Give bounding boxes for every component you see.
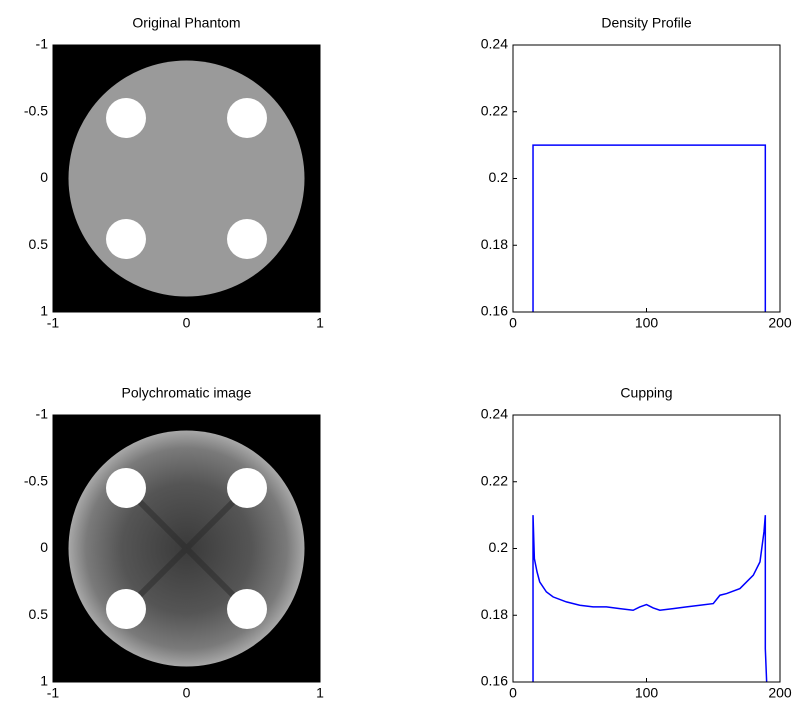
polychromatic-image bbox=[53, 415, 320, 682]
y-tick-label: -1 bbox=[36, 406, 49, 422]
y-tick-label: 0.2 bbox=[489, 539, 509, 555]
y-tick-label: 0.24 bbox=[481, 406, 508, 422]
y-tick-label: 0.5 bbox=[29, 606, 49, 622]
y-tick-label: -0.5 bbox=[24, 102, 48, 118]
y-tick-label: 0.24 bbox=[481, 36, 508, 52]
subplot-title: Polychromatic image bbox=[122, 385, 252, 401]
y-tick-label: 0.16 bbox=[481, 673, 508, 689]
y-tick-label: 0.18 bbox=[481, 236, 508, 252]
axes-frame bbox=[513, 45, 780, 312]
y-tick-label: 0 bbox=[40, 169, 48, 185]
subplot-title: Density Profile bbox=[601, 15, 691, 31]
y-tick-label: 0 bbox=[40, 539, 48, 555]
x-tick-label: 0 bbox=[183, 315, 191, 331]
y-tick-label: -1 bbox=[36, 36, 49, 52]
x-tick-label: 0 bbox=[509, 315, 517, 331]
x-tick-label: 100 bbox=[635, 315, 659, 331]
line bbox=[533, 145, 765, 312]
line bbox=[533, 515, 767, 682]
phantom-image bbox=[53, 45, 320, 312]
y-tick-label: 0.2 bbox=[489, 169, 509, 185]
y-tick-label: 0.16 bbox=[481, 303, 508, 319]
y-tick-label: 0.22 bbox=[481, 102, 508, 118]
subplot-title: Cupping bbox=[620, 385, 672, 401]
subplot-title: Original Phantom bbox=[132, 15, 240, 31]
x-tick-label: 100 bbox=[635, 685, 659, 701]
axes-frame bbox=[513, 415, 780, 682]
x-tick-label: 1 bbox=[316, 685, 324, 701]
y-tick-label: -0.5 bbox=[24, 472, 48, 488]
figure: Original Phantom-101-1-0.500.51Density P… bbox=[0, 0, 795, 705]
x-tick-label: 0 bbox=[183, 685, 191, 701]
x-tick-label: 0 bbox=[509, 685, 517, 701]
x-tick-label: 200 bbox=[768, 315, 792, 331]
x-tick-label: -1 bbox=[47, 685, 60, 701]
y-tick-label: 0.18 bbox=[481, 606, 508, 622]
y-tick-label: 1 bbox=[40, 673, 48, 689]
y-tick-label: 0.5 bbox=[29, 236, 49, 252]
x-tick-label: -1 bbox=[47, 315, 60, 331]
y-tick-label: 1 bbox=[40, 303, 48, 319]
x-tick-label: 1 bbox=[316, 315, 324, 331]
y-tick-label: 0.22 bbox=[481, 472, 508, 488]
x-tick-label: 200 bbox=[768, 685, 792, 701]
